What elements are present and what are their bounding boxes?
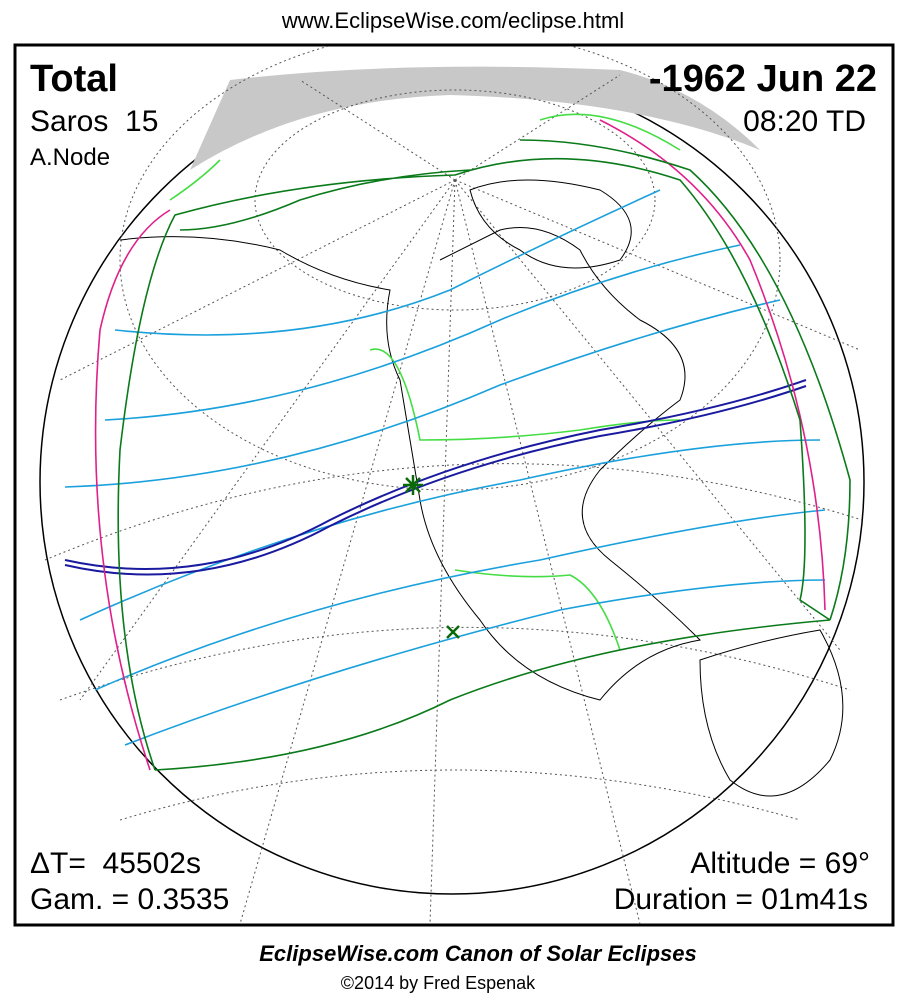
globe — [39, 46, 865, 924]
delta-t: ΔT= 45502s — [30, 847, 201, 880]
greatest-eclipse-marker — [403, 475, 423, 495]
altitude: Altitude = 69° — [690, 847, 870, 880]
footer-credit: ©2014 by Fred Espenak — [341, 973, 536, 993]
saros: Saros 15 — [30, 105, 158, 138]
url: www.EclipseWise.com/eclipse.html — [281, 8, 624, 33]
central-path-north — [64, 379, 807, 570]
central-path-south — [64, 385, 807, 576]
date: -1962 Jun 22 — [649, 58, 877, 100]
time: 08:20 TD — [743, 105, 866, 138]
graticule — [44, 46, 863, 924]
footer-title: EclipseWise.com Canon of Solar Eclipses — [259, 941, 697, 966]
node: A.Node — [30, 144, 110, 171]
eclipse-type: Total — [30, 58, 118, 100]
duration: Duration = 01m41s — [614, 883, 868, 916]
isochrones — [64, 189, 826, 746]
gamma: Gam. = 0.3535 — [30, 883, 229, 916]
coastlines — [119, 179, 844, 797]
subsolar-marker — [446, 625, 460, 639]
night-region — [190, 66, 760, 170]
